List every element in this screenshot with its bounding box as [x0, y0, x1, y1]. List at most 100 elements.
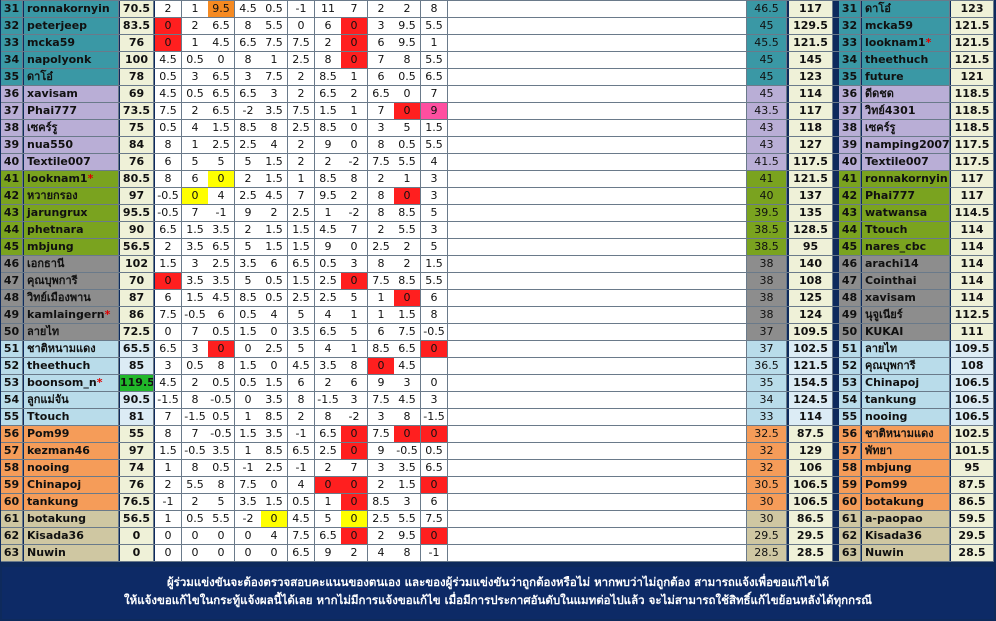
week-score: 1 [235, 409, 262, 425]
ranking-name: mbjung [862, 460, 950, 476]
week-score: 3.5 [288, 324, 315, 340]
week-score: 8 [394, 409, 421, 425]
player-name: xavisam [24, 86, 119, 102]
week-score: 6.5 [288, 545, 315, 561]
player-name-text: Nuwin [27, 546, 66, 559]
week-score: -1.5 [155, 392, 182, 408]
week-score: 2.5 [315, 290, 342, 306]
week-score: 2 [368, 171, 395, 187]
season-total: 87 [120, 290, 154, 306]
mid-week-score: 41 [747, 171, 787, 187]
week-score: 0.5 [261, 1, 288, 17]
star-mark: * [925, 36, 932, 49]
spacer [448, 273, 747, 289]
mid-total: 117 [789, 103, 833, 119]
row-divider [1, 51, 994, 52]
week-score: 2 [368, 1, 395, 17]
week-score: 8 [394, 545, 421, 561]
week-score: 2 [288, 409, 315, 425]
week-score: 1.5 [182, 290, 209, 306]
week-score: 1.5 [235, 358, 262, 374]
week-score: 0 [368, 358, 395, 374]
ranking-name: mcka59 [862, 18, 950, 34]
week-score: 0 [155, 324, 182, 340]
week-score: 0 [421, 375, 448, 391]
player-name: หวายกรอง [24, 188, 119, 204]
notice-footer: ผู้ร่วมแข่งขันจะต้องตรวจสอบคะแนนของตนเอง… [2, 567, 994, 619]
week-score: -1 [421, 545, 448, 561]
mid-total: 117 [789, 1, 833, 17]
player-name-text: วิทย์เมืองพาน [27, 291, 91, 304]
ranking-name: looknam1* [862, 35, 950, 51]
week-score: 8 [315, 409, 342, 425]
week-score: -1.5 [182, 409, 209, 425]
week-score: 0 [421, 341, 448, 357]
week-score: -2 [235, 511, 262, 527]
season-total: 97 [120, 188, 154, 204]
row-rank: 52 [1, 358, 23, 374]
week-score: 3 [421, 392, 448, 408]
week-score: 1.5 [261, 375, 288, 391]
ranking-name-text: mcka59 [865, 19, 914, 32]
week-score: 6 [208, 307, 235, 323]
ranking-name-text: nares_cbc [865, 240, 927, 253]
week-score: 6.5 [315, 528, 342, 544]
mid-week-score: 43 [747, 120, 787, 136]
week-score: 9 [421, 103, 448, 119]
season-total: 86 [120, 307, 154, 323]
ranking-score: 28.5 [951, 545, 994, 561]
week-score: 6.5 [315, 324, 342, 340]
week-score: 5.5 [394, 511, 421, 527]
week-score: -1 [288, 460, 315, 476]
week-score: 1.5 [394, 477, 421, 493]
ranking-name: ชาติหนามแดง [862, 426, 950, 442]
season-total: 0 [120, 528, 154, 544]
player-name: ลายไท [24, 324, 119, 340]
ranking-rank: 35 [839, 69, 861, 85]
mid-week-score: 33 [747, 409, 787, 425]
mid-week-score: 38 [747, 290, 787, 306]
week-score: 6.5 [288, 256, 315, 272]
week-score: 1 [368, 290, 395, 306]
player-name: kezman46 [24, 443, 119, 459]
mid-total: 29.5 [789, 528, 833, 544]
row-divider [1, 323, 994, 324]
season-total: 55 [120, 426, 154, 442]
week-score: 1 [315, 494, 342, 510]
week-score: 0.5 [261, 273, 288, 289]
week-score: 3 [368, 120, 395, 136]
ranking-rank: 58 [839, 460, 861, 476]
week-score: -1 [235, 460, 262, 476]
row-rank: 50 [1, 324, 23, 340]
mid-total: 137 [789, 188, 833, 204]
mid-total: 106.5 [789, 494, 833, 510]
ranking-name-text: future [865, 70, 904, 83]
week-score: 7.5 [394, 324, 421, 340]
week-score: 0.5 [208, 375, 235, 391]
player-name: boonsom_n* [24, 375, 119, 391]
row-divider [1, 102, 994, 103]
row-divider [1, 493, 994, 494]
season-total: 0 [120, 545, 154, 561]
week-score: 1.5 [288, 222, 315, 238]
week-score: 1.5 [208, 120, 235, 136]
ranking-name: watwansa [862, 205, 950, 221]
ranking-name-text: Nuwin [865, 546, 904, 559]
spacer [448, 154, 747, 170]
mid-week-score: 40 [747, 188, 787, 204]
mid-total: 125 [789, 290, 833, 306]
player-name: Nuwin [24, 545, 119, 561]
mid-week-score: 45 [747, 18, 787, 34]
week-score: 1.5 [261, 154, 288, 170]
week-score: 7 [341, 222, 368, 238]
season-total: 84 [120, 137, 154, 153]
ranking-rank: 42 [839, 188, 861, 204]
notice-line-2: ให้แจ้งขอแก้ไขในกระทู้แจ้งผลนี้ได้เลย หา… [124, 593, 872, 607]
ranking-name-text: พัทยา [865, 444, 893, 457]
week-score: 7 [341, 1, 368, 17]
player-name: nooing [24, 460, 119, 476]
week-score: 6.5 [208, 103, 235, 119]
week-score: 4.5 [394, 392, 421, 408]
mid-week-score: 43.5 [747, 103, 787, 119]
week-score: 1 [368, 307, 395, 323]
